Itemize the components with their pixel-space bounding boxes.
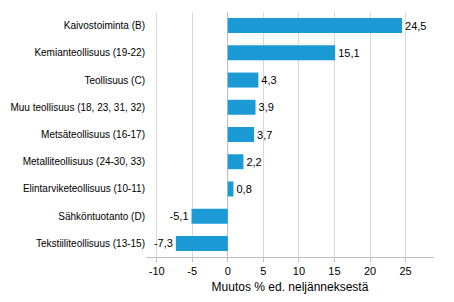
svg-text:3,9: 3,9 — [259, 101, 274, 113]
svg-text:0: 0 — [225, 265, 231, 277]
svg-text:Metsäteollisuus (16-17): Metsäteollisuus (16-17) — [41, 129, 145, 140]
svg-text:2,2: 2,2 — [246, 156, 261, 168]
svg-text:Elintarviketeollisuus (10-11): Elintarviketeollisuus (10-11) — [23, 183, 145, 194]
svg-text:-10: -10 — [149, 265, 165, 277]
svg-text:10: 10 — [293, 265, 305, 277]
svg-text:Muutos % ed. neljänneksestä: Muutos % ed. neljänneksestä — [212, 280, 369, 294]
svg-text:20: 20 — [364, 265, 376, 277]
svg-text:15: 15 — [328, 265, 340, 277]
svg-text:24,5: 24,5 — [405, 20, 426, 32]
svg-text:15,1: 15,1 — [338, 47, 359, 59]
svg-text:Metalliteollisuus (24-30, 33): Metalliteollisuus (24-30, 33) — [23, 156, 145, 167]
svg-text:4,3: 4,3 — [261, 74, 276, 86]
svg-text:Teollisuus (C): Teollisuus (C) — [84, 75, 145, 86]
svg-text:Muu teollisuus (18, 23, 31, 32: Muu teollisuus (18, 23, 31, 32) — [10, 102, 145, 113]
svg-text:3,7: 3,7 — [257, 129, 272, 141]
svg-text:0,8: 0,8 — [236, 183, 251, 195]
svg-text:-5,1: -5,1 — [170, 210, 189, 222]
svg-text:-5: -5 — [187, 265, 197, 277]
svg-text:5: 5 — [260, 265, 266, 277]
svg-text:Kaivostoiminta (B): Kaivostoiminta (B) — [64, 20, 145, 31]
svg-text:25: 25 — [399, 265, 411, 277]
svg-text:Tekstiiliteollisuus (13-15): Tekstiiliteollisuus (13-15) — [36, 238, 145, 249]
svg-text:-7,3: -7,3 — [154, 237, 173, 249]
svg-text:Sähköntuotanto (D): Sähköntuotanto (D) — [58, 211, 145, 222]
svg-text:Kemianteollisuus (19-22): Kemianteollisuus (19-22) — [34, 47, 145, 58]
